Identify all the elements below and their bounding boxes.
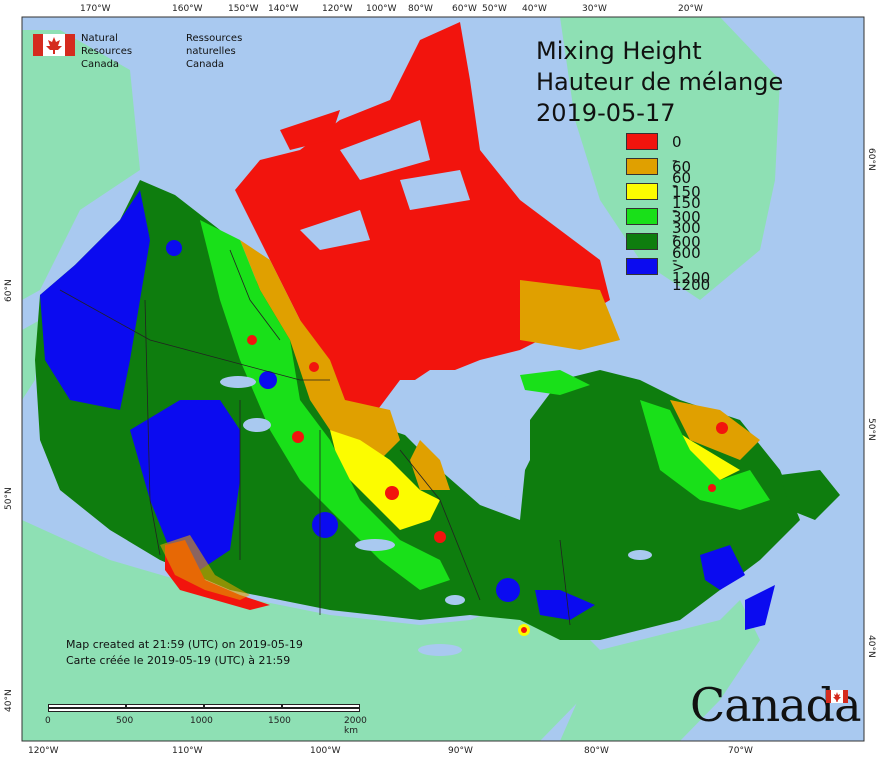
creation-note-fr: Carte créée le 2019-05-19 (UTC) à 21:59 <box>66 654 291 667</box>
top-axis-label: 50°W <box>482 4 507 14</box>
agency-fr-line2: Canada <box>186 59 225 70</box>
top-axis-label: 150°W <box>228 4 259 14</box>
bottom-axis-label: 110°W <box>172 746 203 756</box>
legend-label: > 1200 <box>672 258 711 294</box>
right-axis-label: 50°N <box>866 418 876 441</box>
map-title: Mixing Height Hauteur de mélange 2019-05… <box>536 36 783 129</box>
legend-label: 0 - 60 <box>672 133 692 187</box>
usa-land <box>22 520 600 741</box>
scale-segment <box>204 704 282 708</box>
left-axis-label: 60°N <box>4 279 14 302</box>
agency-fr-line1: Ressources naturelles <box>186 33 243 57</box>
bottom-axis-label: 80°W <box>584 746 609 756</box>
scale-segment <box>282 704 360 708</box>
top-axis-label: 60°W <box>452 4 477 14</box>
legend-swatch <box>626 133 658 150</box>
canada-flag-icon <box>33 34 75 56</box>
bottom-axis-label: 90°W <box>448 746 473 756</box>
title-fr: Hauteur de mélange <box>536 68 784 96</box>
scale-bar: 0 500 1000 1500 2000 km <box>45 704 367 736</box>
top-axis-label: 30°W <box>582 4 607 14</box>
top-axis-label: 120°W <box>322 4 353 14</box>
legend-label: 600 - 1200 <box>672 233 711 287</box>
top-axis-label: 140°W <box>268 4 299 14</box>
canada-wordmark: Canada <box>690 678 862 732</box>
legend-swatch <box>626 183 658 200</box>
blue-region-yukon <box>40 190 150 410</box>
legend-swatch <box>626 233 658 250</box>
legend-swatch <box>626 158 658 175</box>
creation-note: Map created at 21:59 (UTC) on 2019-05-19… <box>66 637 303 669</box>
legend-label: 60 - 150 <box>672 158 701 212</box>
scale-tick-label: 500 <box>116 716 134 726</box>
scale-tick-label: 0 <box>45 716 51 726</box>
scale-segment <box>126 704 204 708</box>
arctic-islands <box>235 22 610 420</box>
wordmark-flag-icon <box>826 690 848 703</box>
left-axis-label: 50°N <box>4 487 14 510</box>
right-axis-label: 40°N <box>866 635 876 658</box>
agency-en-line2: Canada <box>81 59 120 70</box>
top-axis-label: 40°W <box>522 4 547 14</box>
bottom-axis-label: 100°W <box>310 746 341 756</box>
legend-label: 150 - 300 <box>672 183 701 237</box>
left-axis-label: 40°N <box>4 689 14 712</box>
creation-note-en: Map created at 21:59 (UTC) on 2019-05-19 <box>66 638 303 651</box>
right-axis-label: 60°N <box>866 148 876 171</box>
hudson-bay <box>390 370 530 500</box>
top-axis-label: 80°W <box>408 4 433 14</box>
scale-segment <box>48 704 126 708</box>
legend-swatch <box>626 208 658 225</box>
title-date: 2019-05-17 <box>536 99 676 127</box>
title-en: Mixing Height <box>536 37 702 65</box>
scale-segment <box>48 708 360 712</box>
agency-en-line1: Natural Resources <box>81 33 133 57</box>
bottom-axis-label: 70°W <box>728 746 753 756</box>
top-axis-label: 160°W <box>172 4 203 14</box>
alaska-land <box>22 30 140 300</box>
scale-tick-label: 1000 <box>190 716 213 726</box>
scale-tick-label: 2000 km <box>344 716 367 736</box>
wordmark-text: Canada <box>690 678 862 732</box>
top-axis-label: 20°W <box>678 4 703 14</box>
bottom-axis-label: 120°W <box>28 746 59 756</box>
legend-label: 300 - 600 <box>672 208 701 262</box>
greenland-land <box>560 17 780 300</box>
scale-tick-label: 1500 <box>268 716 291 726</box>
legend-swatch <box>626 258 658 275</box>
top-axis-label: 100°W <box>366 4 397 14</box>
top-axis-label: 170°W <box>80 4 111 14</box>
